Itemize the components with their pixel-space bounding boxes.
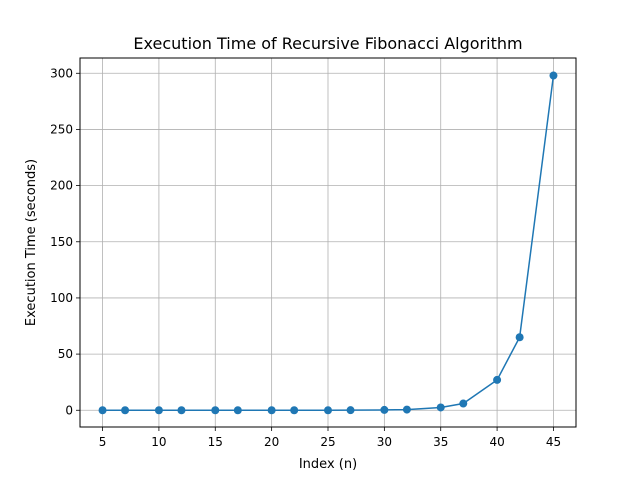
y-tick-label: 150	[50, 235, 73, 249]
data-point	[177, 406, 186, 415]
x-tick-label: 40	[489, 435, 504, 449]
data-point	[98, 406, 107, 415]
data-point	[211, 406, 220, 415]
y-tick-label: 100	[50, 291, 73, 305]
y-tick-label: 250	[50, 122, 73, 136]
x-axis-ticks: 5 10 15 20 25 30 35 40 45	[99, 427, 561, 449]
data-point	[380, 405, 389, 414]
x-tick-label: 10	[151, 435, 166, 449]
chart-title: Execution Time of Recursive Fibonacci Al…	[133, 34, 522, 53]
data-point	[324, 406, 332, 415]
x-tick-label: 15	[208, 435, 223, 449]
y-tick-label: 0	[65, 403, 73, 417]
x-tick-label: 30	[377, 435, 392, 449]
y-axis-label: Execution Time (seconds)	[24, 159, 39, 326]
data-point	[121, 406, 130, 415]
y-axis-ticks: 0 50 100 150 200 250 300	[50, 66, 80, 417]
x-axis-label: Index (n)	[299, 457, 357, 472]
data-point	[436, 403, 445, 412]
y-tick-label: 50	[58, 347, 73, 361]
x-tick-label: 45	[546, 435, 561, 449]
data-point	[267, 406, 276, 415]
y-tick-label: 300	[50, 66, 73, 80]
x-tick-label: 35	[433, 435, 448, 449]
data-point	[459, 399, 468, 408]
grid-lines	[80, 58, 576, 427]
data-point	[515, 333, 524, 342]
x-tick-label: 5	[99, 435, 107, 449]
data-point	[402, 405, 411, 414]
data-point	[346, 406, 355, 415]
y-tick-label: 200	[50, 179, 73, 193]
data-series	[98, 71, 558, 415]
x-tick-label: 25	[320, 435, 335, 449]
data-point	[493, 375, 502, 384]
x-tick-label: 20	[264, 435, 279, 449]
data-point	[290, 406, 299, 415]
data-point	[549, 71, 558, 80]
data-point	[233, 406, 242, 415]
data-point	[154, 406, 163, 415]
